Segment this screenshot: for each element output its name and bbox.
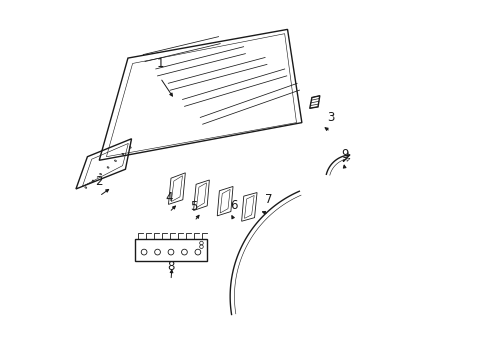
Bar <box>135 239 206 261</box>
Text: 9: 9 <box>341 148 348 161</box>
Text: 4: 4 <box>165 192 173 204</box>
Text: 8: 8 <box>167 260 174 273</box>
Text: 1: 1 <box>156 57 163 70</box>
Text: 7: 7 <box>264 193 272 206</box>
Text: 5: 5 <box>190 201 198 213</box>
Text: 3: 3 <box>326 111 334 124</box>
Text: 2: 2 <box>95 175 103 188</box>
Text: 6: 6 <box>229 199 237 212</box>
